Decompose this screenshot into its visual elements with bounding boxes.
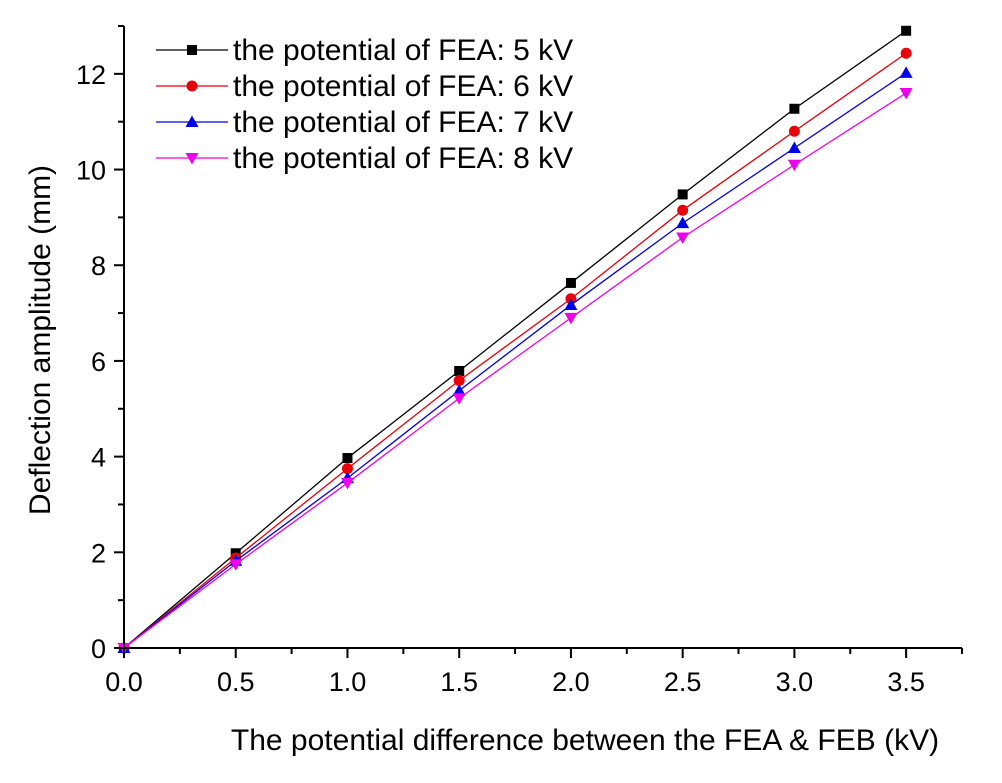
x-axis-title: The potential difference between the FEA…	[231, 724, 939, 757]
x-tick-label: 0.5	[217, 667, 255, 697]
x-tick-label: 2.5	[664, 667, 702, 697]
legend-marker	[185, 153, 199, 165]
y-tick-label: 2	[91, 538, 106, 568]
legend-label: the potential of FEA: 5 kV	[233, 34, 573, 67]
y-tick-label: 6	[91, 347, 106, 377]
legend-label: the potential of FEA: 7 kV	[233, 106, 573, 139]
x-tick-label: 2.0	[552, 667, 590, 697]
y-axis-title: Deflection amplitude (mm)	[24, 165, 57, 515]
legend-marker	[186, 80, 198, 92]
data-point	[453, 375, 465, 387]
x-tick-label: 0.0	[105, 667, 143, 697]
legend-item: the potential of FEA: 5 kV	[156, 34, 573, 67]
data-point	[676, 232, 690, 244]
data-point	[565, 277, 576, 288]
series-4	[117, 87, 913, 655]
data-point	[340, 477, 354, 490]
data-point	[900, 47, 912, 59]
data-point	[677, 204, 689, 216]
x-tick-label: 3.5	[887, 667, 925, 697]
x-tick-label: 1.0	[329, 667, 367, 697]
legend-item: the potential of FEA: 6 kV	[156, 70, 573, 103]
legend-item: the potential of FEA: 7 kV	[156, 106, 573, 139]
data-point	[452, 384, 466, 396]
data-point	[677, 189, 688, 200]
series-layer	[117, 25, 913, 655]
data-point	[899, 87, 913, 100]
data-point	[341, 463, 353, 475]
data-point	[787, 141, 801, 154]
data-point	[788, 125, 800, 137]
y-tick-label: 10	[76, 156, 106, 186]
data-point	[229, 559, 243, 571]
axes-layer: 0.0 0.5 1.0 1.5 2.0 2.5 3.0 3.5 0 2 4 6 8 10 12	[76, 25, 963, 697]
data-point	[452, 393, 466, 405]
legend-marker	[185, 115, 199, 127]
data-point	[676, 216, 690, 229]
data-point	[342, 453, 353, 464]
series-line	[123, 30, 907, 649]
x-tick-label: 3.0	[776, 667, 814, 697]
y-tick-label: 8	[91, 251, 106, 281]
data-point	[787, 159, 801, 172]
data-point	[564, 312, 578, 325]
legend-item: the potential of FEA: 8 kV	[156, 142, 573, 175]
series-line	[123, 92, 907, 649]
data-point	[899, 66, 913, 78]
legend-label: the potential of FEA: 6 kV	[233, 70, 573, 103]
y-tick-label: 12	[76, 60, 106, 90]
data-point	[901, 25, 912, 36]
series-line	[123, 52, 907, 649]
series-line	[123, 72, 907, 649]
y-tick-label: 4	[91, 443, 106, 473]
data-point	[789, 103, 800, 114]
legend-marker	[187, 45, 197, 55]
data-point	[454, 365, 465, 376]
x-tick-label: 1.5	[440, 667, 478, 697]
legend-label: the potential of FEA: 8 kV	[233, 142, 573, 175]
y-tick-label: 0	[91, 634, 106, 664]
data-point	[564, 298, 578, 310]
